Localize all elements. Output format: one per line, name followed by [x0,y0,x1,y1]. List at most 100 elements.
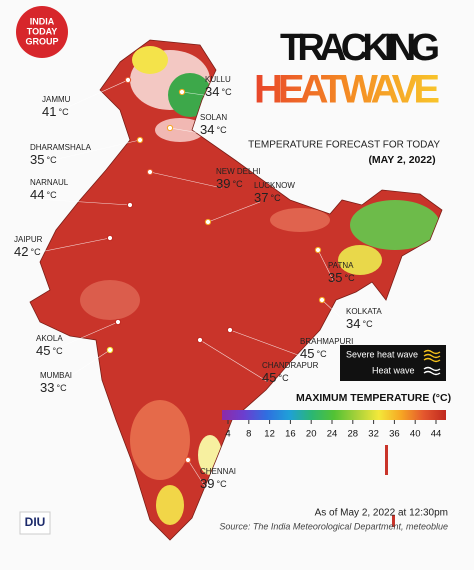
scale-tick-label: 44 [431,429,442,440]
city-temp: 34 °C [346,316,373,331]
temp-unit: °C [344,273,355,283]
temp-unit: °C [46,190,57,200]
logo [16,6,68,58]
city-name: Brahmapuri [300,337,353,346]
leader-line [317,249,335,283]
leader-line [207,201,261,223]
temp-value: 34 [200,122,214,137]
city-dot [204,218,212,226]
city-name: Lucknow [254,181,295,190]
leader-line [199,339,269,383]
temp-value: 37 [254,190,268,205]
city-temp: 33 °C [40,380,67,395]
temp-unit: °C [216,479,227,489]
scale-tick-label: 20 [306,429,317,440]
temp-value: 45 [262,370,276,385]
scale-tick-label: 16 [285,429,296,440]
city-name: Kullu [205,75,231,84]
city-temp: 39 °C [216,176,243,191]
temp-value: 35 [328,270,342,285]
date: (MAY 2, 2022) [368,154,435,166]
city-name: Narnaul [30,178,69,187]
leader-line [35,198,131,206]
city-dot [146,168,154,176]
temp-unit: °C [232,179,243,189]
legend-label: Heat wave [372,365,415,375]
city-name: Jaipur [14,235,43,244]
temp-unit: °C [58,107,69,117]
leader-line [45,349,111,393]
city-dot [196,336,204,344]
scale-tick-label: 24 [327,429,338,440]
city-name: Akola [36,334,63,343]
leader-line [187,459,207,489]
city-dot [106,234,114,242]
temp-value: 34 [205,84,219,99]
temp-value: 39 [200,476,214,491]
city-dot [114,318,122,326]
temp-value: 33 [40,380,54,395]
logo-text: GROUP [25,36,58,46]
temp-value: 34 [346,316,360,331]
footer-logo-box [19,511,51,535]
islands [385,445,395,527]
city-temp: 44 °C [30,187,57,202]
leader-line [169,127,207,135]
map-outline [29,39,443,541]
temp-value: 45 [300,346,314,361]
city-name: Mumbai [40,371,72,380]
leader-line [181,91,212,97]
scale-tick-label: 32 [368,429,379,440]
city-name: Jammu [42,95,71,104]
city-dot [184,456,192,464]
title: HEATWAVE [254,68,440,112]
scale-tick-label: 40 [410,429,421,440]
city-temp: 35 °C [328,270,355,285]
temp-unit: °C [56,383,67,393]
city-temp: 45 °C [262,370,289,385]
city-dot [126,201,134,209]
city-name: Chandrapur [262,361,319,370]
city-dot [318,296,326,304]
asof: As of May 2, 2022 at 12:30pm [315,508,448,519]
legend-icon [423,366,441,376]
leader-line [149,171,223,189]
city-dot [124,76,132,84]
leader-line [229,329,307,359]
legend-label: Severe heat wave [346,349,418,359]
city-name: Chennai [200,467,236,476]
color-scale [222,410,446,420]
city-temp: 34 °C [205,84,232,99]
city-name: Patna [328,261,354,270]
scale-tick-label: 28 [348,429,359,440]
city-name: New Delhi [216,167,260,176]
temp-unit: °C [30,247,41,257]
city-temp: 39 °C [200,476,227,491]
city-dot [314,246,322,254]
scale-tick-label: 8 [246,429,251,440]
temp-unit: °C [52,346,63,356]
scale-tick-label: 36 [389,429,400,440]
subtitle: TEMPERATURE FORECAST FOR TODAY [248,140,440,151]
title: TRACKING [280,27,440,69]
leader-line [41,321,119,356]
city-temp: 37 °C [254,190,281,205]
temp-value: 39 [216,176,230,191]
footer-logo: DIU [25,515,46,529]
city-name: Kolkata [346,307,382,316]
temp-value: 44 [30,187,44,202]
city-temp: 42 °C [14,244,41,259]
temp-unit: °C [278,373,289,383]
scale-tick-label: 12 [264,429,275,440]
city-name: Solan [200,113,227,122]
temp-unit: °C [221,87,232,97]
temp-unit: °C [316,349,327,359]
source: Source: The India Meteorological Departm… [219,521,448,531]
city-temp: 35 °C [30,152,57,167]
scale-title: MAXIMUM TEMPERATURE (°C) [296,392,451,404]
legend-icon [423,349,441,363]
temp-value: 41 [42,104,56,119]
city-temp: 45 °C [36,343,63,358]
leader-line [47,79,129,117]
